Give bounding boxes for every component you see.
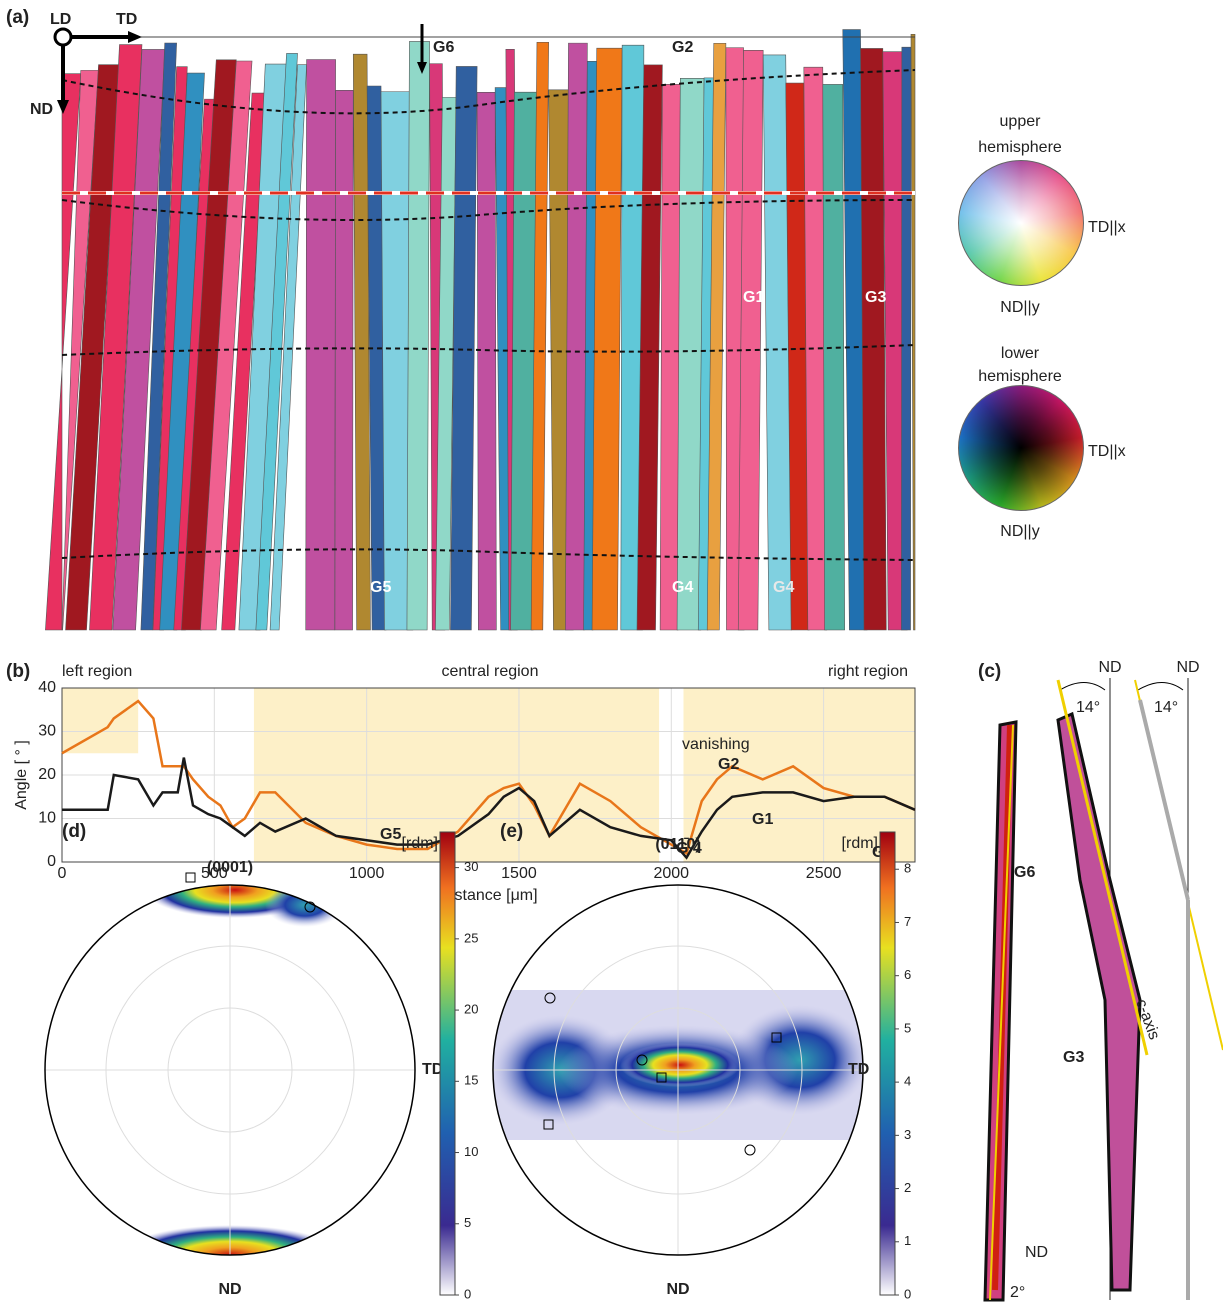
figure: (a) LD TD ND G6 G2 G1 G3 G5 G4 G4 upper … bbox=[0, 0, 1223, 1310]
axis-label: ND bbox=[1025, 1244, 1048, 1261]
key-axis: ND||y bbox=[1000, 523, 1039, 540]
axis-label: ND bbox=[1176, 659, 1199, 676]
panel-label: (c) bbox=[978, 661, 1001, 682]
pole-density bbox=[120, 862, 345, 1285]
key-title: hemisphere bbox=[978, 368, 1062, 385]
grain-label: G6 bbox=[1014, 864, 1035, 881]
key-title: hemisphere bbox=[978, 139, 1062, 156]
page: (a) LD TD ND G6 G2 G1 G3 G5 G4 G4 upper … bbox=[0, 0, 1223, 1310]
grain-label: G5 bbox=[380, 826, 401, 843]
grain bbox=[901, 47, 911, 630]
colorbar-tick-label: 5 bbox=[464, 1215, 471, 1230]
grain-label: G3 bbox=[1063, 1049, 1084, 1066]
colorbar-tick-label: 25 bbox=[464, 930, 478, 945]
grain-label: G2 bbox=[718, 756, 739, 773]
angle-label: 2° bbox=[1010, 1284, 1025, 1301]
region-label: right region bbox=[828, 663, 908, 680]
axis-label: TD bbox=[848, 1061, 869, 1078]
polar-grid bbox=[45, 885, 415, 1255]
colorbar-tick-label: 5 bbox=[904, 1020, 911, 1035]
axis-label: ND bbox=[218, 1281, 241, 1298]
grain bbox=[911, 34, 915, 630]
axis-label: ND bbox=[666, 1281, 689, 1298]
y-tick-label: 30 bbox=[38, 723, 56, 740]
axis-label: TD bbox=[116, 11, 137, 28]
marker bbox=[186, 873, 195, 882]
colorbar-tick-label: 3 bbox=[904, 1127, 911, 1142]
grain-label: G3 bbox=[865, 289, 886, 306]
grain bbox=[407, 41, 430, 630]
c-axis-line bbox=[1058, 680, 1147, 1055]
grain-label: G4 bbox=[672, 579, 693, 596]
ld-symbol bbox=[55, 29, 71, 45]
arrowhead bbox=[128, 31, 142, 43]
key-axis: TD||x bbox=[1088, 443, 1126, 460]
y-tick-label: 20 bbox=[38, 766, 56, 783]
panel-label: (b) bbox=[6, 661, 30, 682]
key-axis: ND||y bbox=[1000, 299, 1039, 316]
grain bbox=[860, 48, 886, 630]
y-tick-label: 10 bbox=[38, 810, 56, 827]
colorbar-tick-label: 7 bbox=[904, 914, 911, 929]
grain bbox=[592, 48, 622, 630]
axis-label: ND bbox=[1098, 659, 1121, 676]
pole-figure-title: (0001) bbox=[207, 859, 253, 876]
colorbar bbox=[880, 832, 895, 1295]
pole-density bbox=[490, 990, 870, 1140]
colorbar-tick-label: 1 bbox=[904, 1233, 911, 1248]
angle-arc bbox=[1138, 683, 1183, 691]
x-tick-label: 2000 bbox=[653, 865, 689, 882]
colorbar-tick-label: 10 bbox=[464, 1144, 478, 1159]
colorbar bbox=[440, 832, 455, 1295]
grain-label: G6 bbox=[433, 39, 454, 56]
grain-label: G4 bbox=[773, 579, 794, 596]
colorbar-tick-label: 0 bbox=[464, 1286, 471, 1301]
colorbar-tick-label: 2 bbox=[904, 1180, 911, 1195]
y-axis-label: Angle [ ° ] bbox=[13, 740, 30, 810]
marker bbox=[745, 1145, 755, 1155]
grain bbox=[306, 59, 336, 630]
region-label: left region bbox=[62, 663, 132, 680]
region-label: central region bbox=[442, 663, 539, 680]
y-tick-label: 0 bbox=[47, 853, 56, 870]
orientation-map bbox=[45, 30, 915, 630]
key-axis: TD||x bbox=[1088, 219, 1126, 236]
x-tick-label: 1500 bbox=[501, 865, 537, 882]
y-tick-label: 40 bbox=[38, 679, 56, 696]
grain-label: G5 bbox=[370, 579, 391, 596]
panel-label: (d) bbox=[62, 821, 86, 842]
grain-label: G1 bbox=[743, 289, 764, 306]
key-title: upper bbox=[1000, 113, 1042, 130]
colorbar-label: [rdm] bbox=[842, 835, 878, 852]
colorbar-label: [rdm] bbox=[402, 835, 438, 852]
panel-label: (e) bbox=[500, 821, 523, 842]
axis-label: ND bbox=[30, 101, 53, 118]
grain bbox=[823, 84, 845, 630]
colorbar-tick-label: 0 bbox=[904, 1286, 911, 1301]
grain-g3 bbox=[1058, 714, 1140, 1290]
colorbar-tick-label: 30 bbox=[464, 859, 478, 874]
reference-grain bbox=[1140, 700, 1188, 900]
grain bbox=[477, 92, 496, 630]
colorbar-tick-label: 4 bbox=[904, 1074, 911, 1089]
annotation: vanishing bbox=[682, 736, 750, 753]
axis-label: LD bbox=[50, 11, 71, 28]
colorbar-tick-label: 6 bbox=[904, 967, 911, 982]
x-tick-label: 2500 bbox=[806, 865, 842, 882]
x-tick-label: 0 bbox=[58, 865, 67, 882]
angle-label: 14° bbox=[1076, 699, 1100, 716]
colorbar-tick-label: 8 bbox=[904, 861, 911, 876]
x-tick-label: 1000 bbox=[349, 865, 385, 882]
grain-label: G1 bbox=[752, 811, 773, 828]
colorbar-tick-label: 20 bbox=[464, 1002, 478, 1017]
panel-label: (a) bbox=[6, 7, 29, 28]
colorbar-tick-label: 15 bbox=[464, 1073, 478, 1088]
polar-grid bbox=[493, 885, 863, 1255]
key-title: lower bbox=[1001, 345, 1040, 362]
pole-figure-title: (011̄0) bbox=[655, 836, 700, 853]
shaded-region bbox=[62, 688, 138, 753]
angle-arc bbox=[1060, 683, 1105, 691]
grain-label: G2 bbox=[672, 39, 693, 56]
angle-label: 14° bbox=[1154, 699, 1178, 716]
